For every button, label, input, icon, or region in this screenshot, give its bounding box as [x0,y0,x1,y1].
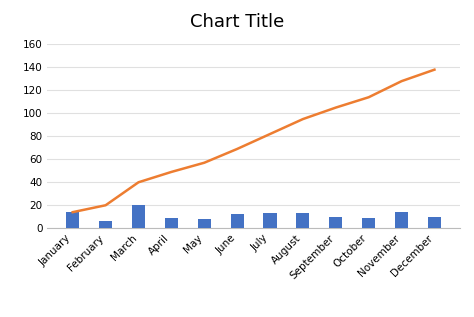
Bar [230,214,244,228]
Text: Chart Title: Chart Title [190,13,284,31]
Bar [66,212,79,228]
Bar [99,221,112,228]
Bar [296,213,310,228]
Bar [362,218,375,228]
Bar [329,217,342,228]
Bar [395,212,408,228]
Bar [165,218,178,228]
Bar [198,219,211,228]
Bar [264,213,277,228]
Bar [132,205,145,228]
Bar [428,217,441,228]
